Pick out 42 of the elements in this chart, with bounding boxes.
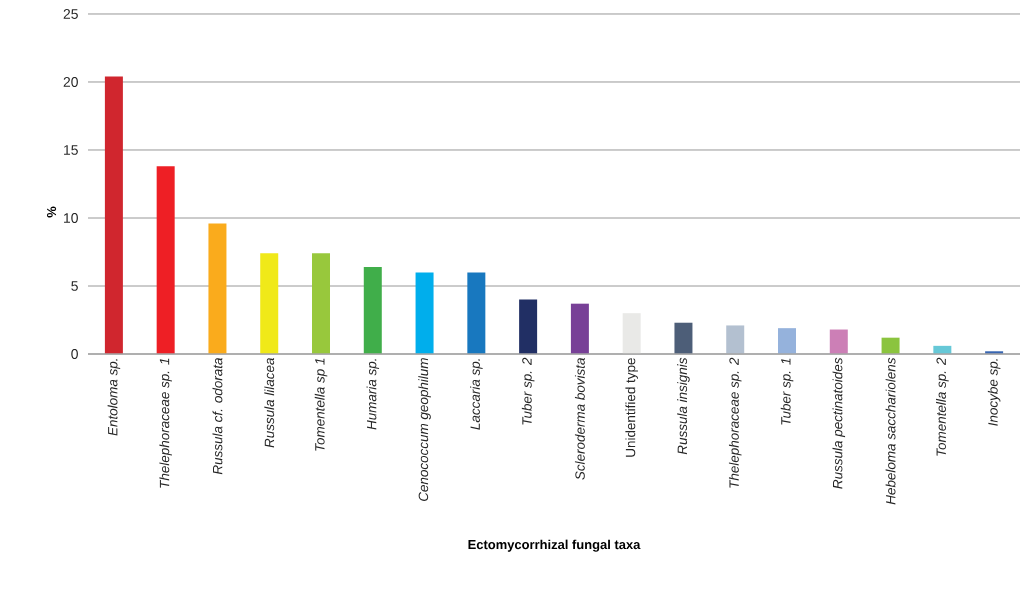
x-tick-label: Hebeloma sacchariolens bbox=[885, 357, 896, 505]
bar bbox=[778, 328, 797, 354]
x-tick-label: Cenococcum geophilum bbox=[418, 358, 431, 502]
x-tick-label: Laccaria sp. bbox=[470, 359, 483, 430]
y-tick-label: 5 bbox=[71, 281, 78, 291]
y-tick-label: 10 bbox=[64, 213, 78, 223]
bar bbox=[519, 299, 538, 354]
bar bbox=[312, 253, 330, 354]
x-tick-label: Scleroderma bovista bbox=[574, 358, 585, 480]
bar bbox=[363, 266, 382, 354]
bar bbox=[570, 303, 589, 354]
x-tick-label: Thelephoraceae sp. 1 bbox=[159, 358, 172, 488]
x-tick-label: Entoloma sp. bbox=[107, 359, 121, 436]
x-tick-label: Russula insignis bbox=[677, 357, 690, 455]
x-tick-label: Tomentella sp. 2 bbox=[936, 357, 949, 456]
bar bbox=[467, 272, 486, 354]
y-tick-label: 20 bbox=[63, 77, 78, 87]
x-tick-label: Tuber sp. 2 bbox=[521, 357, 535, 425]
x-tick-label: Thelephoraceae sp. 2 bbox=[728, 357, 742, 488]
y-tick-label: 25 bbox=[63, 9, 78, 19]
x-tick-label: Tomentella sp 1 bbox=[314, 358, 328, 451]
x-axis-title: Ectomycorrhizal fungal taxa bbox=[468, 539, 641, 552]
x-tick-label: Russula cf. odorata bbox=[212, 358, 223, 475]
bar bbox=[104, 76, 123, 354]
bar bbox=[881, 337, 900, 354]
x-tick-label: Unidentified type bbox=[625, 358, 638, 457]
bar bbox=[622, 313, 641, 354]
x-tick-label: Tuber sp. 1 bbox=[780, 358, 794, 425]
bar bbox=[208, 223, 227, 354]
bar bbox=[829, 329, 848, 354]
y-tick-label: 15 bbox=[64, 145, 78, 155]
bar bbox=[156, 166, 175, 354]
bar bbox=[260, 253, 279, 354]
x-tick-label: Humaria sp. bbox=[366, 359, 380, 430]
y-axis-title: % bbox=[47, 206, 57, 218]
bar bbox=[415, 272, 434, 354]
x-tick-label: Russula pectinatoides bbox=[832, 357, 846, 489]
x-tick-label: Russula lilacea bbox=[264, 358, 275, 448]
y-tick-label: 0 bbox=[71, 349, 78, 359]
bar bbox=[726, 325, 745, 354]
bar bbox=[674, 322, 693, 354]
x-tick-label: Inocybe sp. bbox=[987, 359, 1001, 426]
